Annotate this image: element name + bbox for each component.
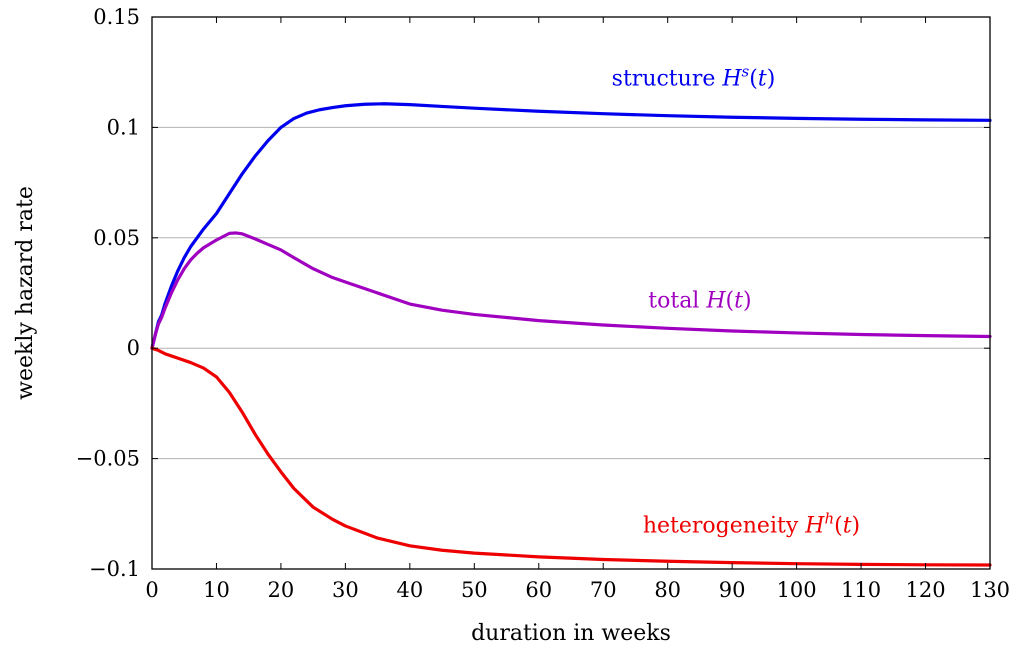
x-tick-labels: 0 10 20 30 40 50 60 70 80 90 100 110 120 130 xyxy=(145,578,1010,602)
x-tick-label: 30 xyxy=(332,578,359,602)
y-tick-label: −0.05 xyxy=(76,447,140,471)
series-label-heterogeneity: heterogeneity Hh(t) xyxy=(643,510,860,539)
series-label-var: t xyxy=(758,66,767,91)
series-label-argument: ( xyxy=(834,514,843,539)
series-label-superscript: s xyxy=(742,62,750,80)
series-line-structure xyxy=(150,102,992,350)
series-label-argument: ( xyxy=(749,66,758,91)
series-label-text: heterogeneity xyxy=(643,514,805,539)
x-tick-label: 110 xyxy=(841,578,881,602)
series-label-symbol: H xyxy=(721,66,742,91)
x-tick-label: 50 xyxy=(461,578,488,602)
series-labels: structure Hs(t)total H(t)heterogeneity H… xyxy=(612,62,860,538)
x-tick-label: 10 xyxy=(203,578,230,602)
x-tick-label: 90 xyxy=(719,578,746,602)
x-tick-label: 20 xyxy=(268,578,295,602)
y-tick-label: 0.05 xyxy=(93,226,140,250)
series-label-var: t xyxy=(734,288,743,313)
x-tick-label: 80 xyxy=(654,578,681,602)
y-tick-label: 0 xyxy=(127,336,140,360)
series-label-argument: ( xyxy=(726,288,735,313)
x-tick-label: 100 xyxy=(777,578,817,602)
series-lines xyxy=(150,102,992,567)
plot-frame xyxy=(151,16,991,570)
y-tick-label: −0.1 xyxy=(89,557,140,581)
x-axis-title: duration in weeks xyxy=(471,621,671,646)
y-tick-label: 0.15 xyxy=(93,5,140,29)
series-label-structure: structure Hs(t) xyxy=(612,62,776,91)
grid-lines xyxy=(152,126,990,460)
series-label-symbol: H xyxy=(804,514,825,539)
series-label-close: ) xyxy=(852,514,861,539)
series-line-total xyxy=(150,231,992,350)
series-label-var: t xyxy=(843,514,852,539)
series-label-symbol: H xyxy=(705,288,726,313)
series-label-total: total H(t) xyxy=(648,288,751,313)
x-tick-label: 60 xyxy=(525,578,552,602)
series-label-close: ) xyxy=(743,288,752,313)
y-axis-title: weekly hazard rate xyxy=(13,186,38,400)
x-tick-label: 0 xyxy=(145,578,158,602)
y-tick-label: 0.1 xyxy=(107,115,140,139)
series-label-text: total xyxy=(648,288,706,313)
series-label-superscript: h xyxy=(824,510,834,528)
series-label-text: structure xyxy=(612,66,723,91)
series-line-heterogeneity xyxy=(150,346,992,567)
x-tick-label: 120 xyxy=(905,578,945,602)
series-label-close: ) xyxy=(767,66,776,91)
x-tick-label: 40 xyxy=(396,578,423,602)
y-tick-labels: −0.1 −0.05 0 0.05 0.1 0.15 xyxy=(76,5,140,581)
axis-ticks xyxy=(151,16,991,570)
x-tick-label: 130 xyxy=(970,578,1010,602)
x-tick-label: 70 xyxy=(590,578,617,602)
